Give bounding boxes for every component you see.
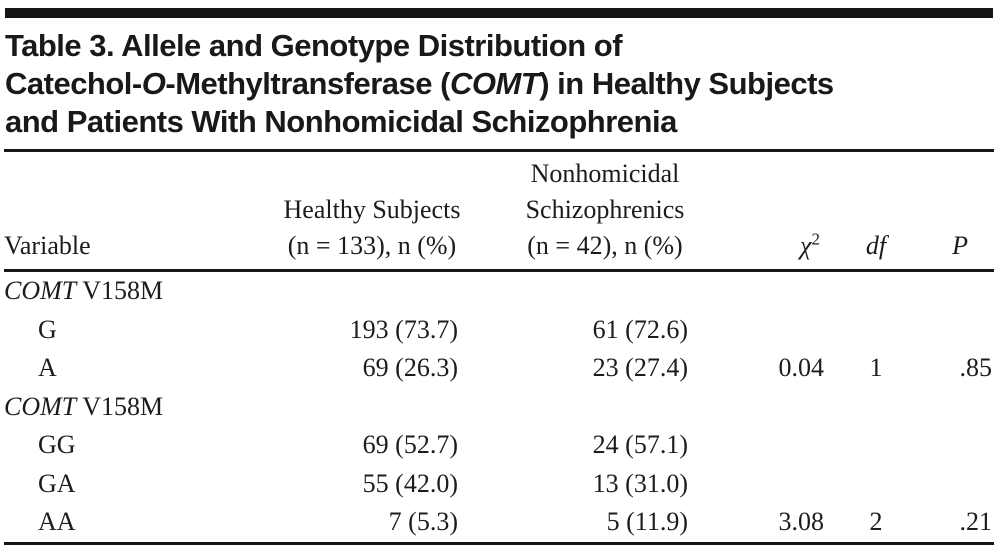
cell-chi2 xyxy=(740,388,850,427)
table-row-genotype-aa: AA 7 (5.3) 5 (11.9) 3.08 2 .21 xyxy=(4,503,994,543)
cell-schizo: 24 (57.1) xyxy=(592,430,688,459)
cell-chi2: 0.04 xyxy=(778,353,825,382)
row-label-gene-italic: COMT xyxy=(4,391,77,421)
chi-symbol: χ xyxy=(800,231,812,260)
cell-schizo xyxy=(470,388,740,427)
cell-df xyxy=(850,311,902,350)
column-header-healthy-subjects: Healthy Subjects (n = 133), n (%) xyxy=(274,151,470,271)
table-row-section-allele: COMT V158M xyxy=(4,271,994,311)
column-header-schizophrenics: Nonhomicidal Schizophrenics (n = 42), n … xyxy=(470,151,740,271)
title-text-italic-comt: COMT xyxy=(449,66,540,101)
table-title: Table 3. Allele and Genotype Distributio… xyxy=(5,27,994,141)
cell-df xyxy=(850,426,902,465)
cell-healthy: 7 (5.3) xyxy=(388,507,458,536)
cell-chi2 xyxy=(740,311,850,350)
cell-healthy: 69 (52.7) xyxy=(362,430,458,459)
cell-healthy xyxy=(274,388,470,427)
cell-healthy: 55 (42.0) xyxy=(362,468,458,498)
cell-healthy: 193 (73.7) xyxy=(349,314,458,344)
row-label-genotype-ga: GA xyxy=(38,468,76,498)
cell-schizo: 5 (11.9) xyxy=(606,507,688,536)
header-row: Variable Healthy Subjects (n = 133), n (… xyxy=(4,151,994,271)
row-label-allele-a: A xyxy=(38,353,57,382)
table-row-allele-g: G 193 (73.7) 61 (72.6) xyxy=(4,311,994,350)
table-row-genotype-gg: GG 69 (52.7) 24 (57.1) xyxy=(4,426,994,465)
paper-table-figure: Table 3. Allele and Genotype Distributio… xyxy=(0,8,998,554)
cell-chi2 xyxy=(740,271,850,311)
title-text: Catechol- xyxy=(5,66,142,101)
table-top-rule xyxy=(5,8,993,18)
column-header-df: df xyxy=(865,231,887,260)
row-label-variant: V158M xyxy=(76,276,164,305)
cell-healthy xyxy=(274,271,470,311)
cell-df xyxy=(850,388,902,427)
cell-chi2: 3.08 xyxy=(778,507,825,536)
table-body: COMT V158M G 193 (73.7) 61 (72.6) A 69 (… xyxy=(4,271,994,544)
table-title-line-1: Table 3. Allele and Genotype Distributio… xyxy=(5,27,994,65)
title-text: ) in Healthy Subjects xyxy=(539,66,834,101)
row-label-comt-v158m: COMT V158M xyxy=(4,388,274,427)
row-label-genotype-aa: AA xyxy=(38,507,76,536)
cell-schizo: 23 (27.4) xyxy=(592,353,688,382)
row-label-comt-v158m: COMT V158M xyxy=(4,271,274,311)
table-row-allele-a: A 69 (26.3) 23 (27.4) 0.04 1 .85 xyxy=(4,349,994,388)
table-header: Variable Healthy Subjects (n = 133), n (… xyxy=(4,151,994,271)
cell-p: .85 xyxy=(959,353,993,382)
table-row-genotype-ga: GA 55 (42.0) 13 (31.0) xyxy=(4,465,994,504)
cell-df xyxy=(850,271,902,311)
cell-p xyxy=(902,388,994,427)
table-title-line-2: Catechol-O-Methyltransferase (COMT) in H… xyxy=(5,65,994,103)
table-title-line-3: and Patients With Nonhomicidal Schizophr… xyxy=(5,103,994,141)
comt-distribution-table: Variable Healthy Subjects (n = 133), n (… xyxy=(4,149,994,545)
cell-df: 2 xyxy=(869,507,883,536)
header-schizo-line3: (n = 42), n (%) xyxy=(527,231,683,260)
cell-df: 1 xyxy=(869,353,883,382)
cell-chi2 xyxy=(740,465,850,504)
column-header-variable: Variable xyxy=(4,231,91,260)
cell-p: .21 xyxy=(959,507,993,536)
cell-chi2 xyxy=(740,426,850,465)
cell-p xyxy=(902,465,994,504)
row-label-allele-g: G xyxy=(38,314,57,344)
column-header-chi-square: χ2 xyxy=(740,151,850,271)
header-healthy-line2: (n = 133), n (%) xyxy=(287,231,457,260)
title-text-italic-o: O xyxy=(141,66,166,101)
chi-superscript: 2 xyxy=(811,229,821,249)
cell-schizo: 61 (72.6) xyxy=(592,314,688,344)
title-text: and Patients With Nonhomicidal Schizophr… xyxy=(5,104,677,139)
cell-schizo xyxy=(470,271,740,311)
header-schizo-line2: Schizophrenics xyxy=(525,195,685,224)
header-schizo-line1: Nonhomicidal xyxy=(530,159,680,188)
cell-healthy: 69 (26.3) xyxy=(362,353,458,382)
header-healthy-line1: Healthy Subjects xyxy=(283,195,461,224)
cell-p xyxy=(902,426,994,465)
cell-df xyxy=(850,465,902,504)
cell-p xyxy=(902,271,994,311)
row-label-gene-italic: COMT xyxy=(4,276,77,305)
row-label-variant: V158M xyxy=(76,391,164,421)
cell-schizo: 13 (31.0) xyxy=(592,468,688,498)
row-label-genotype-gg: GG xyxy=(38,430,76,459)
cell-p xyxy=(902,311,994,350)
column-header-p-value: P xyxy=(952,231,968,260)
title-text: -Methyltransferase ( xyxy=(165,66,450,101)
title-text: Table 3. Allele and Genotype Distributio… xyxy=(5,28,623,63)
table-row-section-genotype: COMT V158M xyxy=(4,388,994,427)
